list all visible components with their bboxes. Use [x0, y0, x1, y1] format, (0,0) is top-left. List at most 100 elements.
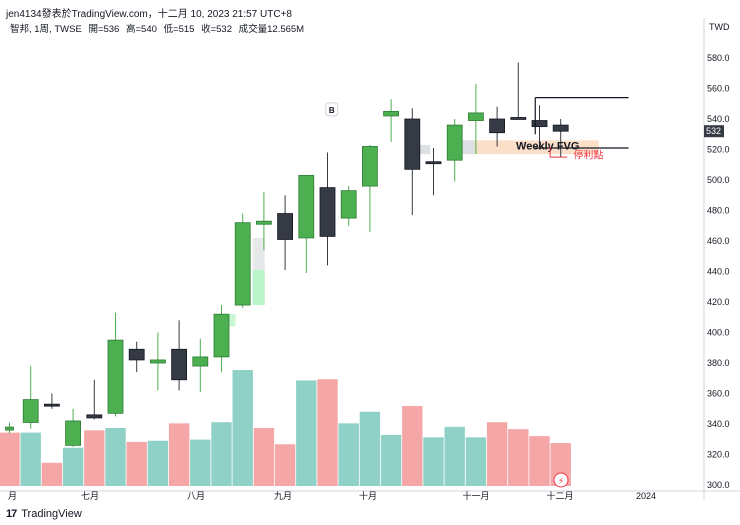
price-tick-label: 460.0 [707, 236, 730, 246]
candle-body[interactable] [531, 120, 548, 128]
take-profit-label: 停利點 [573, 149, 603, 162]
candle-body[interactable] [255, 220, 272, 225]
volume-bar [84, 430, 105, 486]
time-tick-label: 十月 [359, 490, 377, 501]
fvg-zone-gray-3 [462, 140, 475, 155]
price-tick-label: 400.0 [707, 328, 730, 338]
candle-body[interactable] [5, 426, 14, 431]
candle-body[interactable] [425, 161, 442, 165]
volume-bar [211, 422, 232, 486]
volume-bar [380, 434, 402, 486]
publish-header: jen4134發表於TradingView.com，十二月 10, 2023 2… [6, 9, 292, 20]
volume-bar [444, 426, 465, 486]
price-tick-label: 360.0 [707, 389, 730, 399]
volume-bar [274, 444, 296, 486]
price-tick-label: 560.0 [707, 84, 730, 94]
candle-body[interactable] [44, 403, 60, 407]
volume-bar [508, 429, 529, 486]
candle-body[interactable] [22, 399, 39, 423]
volume-bar [105, 428, 126, 486]
time-tick-label: 九月 [274, 491, 292, 501]
volume-bar [126, 441, 147, 486]
price-tick-label: 300.0 [707, 480, 730, 490]
volume-bar [147, 440, 169, 486]
volume-bar [338, 423, 359, 486]
volume-bar [317, 379, 338, 486]
weekly-fvg-label: Weekly FVG [516, 140, 579, 152]
last-price-tag [704, 125, 724, 138]
volume-bar [359, 411, 381, 486]
ohlc-low: 低=515 [163, 24, 195, 35]
volume-bar [529, 436, 550, 486]
tradingview-brand: TradingView [21, 508, 82, 520]
lightning-icon[interactable] [553, 472, 569, 488]
weekly-fvg-zone [461, 140, 599, 155]
candle-body[interactable] [383, 110, 400, 117]
candle-body[interactable] [298, 175, 315, 239]
time-tick-label: 十二月 [546, 490, 573, 501]
candle-body[interactable] [213, 313, 230, 358]
buy-marker-box[interactable] [325, 102, 339, 117]
price-tick-label: 520.0 [707, 145, 730, 155]
time-tick-label: 2024 [636, 491, 656, 501]
price-tick-label: 420.0 [707, 297, 730, 307]
candle-body[interactable] [510, 117, 527, 120]
candle-body[interactable] [467, 112, 484, 121]
price-tick-label: 540.0 [707, 114, 730, 124]
price-tick-label: 340.0 [707, 419, 730, 429]
fvg-zone-gray-2 [418, 144, 431, 155]
candle-body[interactable] [552, 124, 569, 132]
candle-body[interactable] [65, 420, 81, 446]
price-tick-label: 580.0 [707, 53, 730, 63]
tradingview-logo: 17 [6, 508, 17, 520]
volume-bar [296, 380, 317, 486]
price-tick-label: 440.0 [707, 267, 730, 277]
candle-body[interactable] [107, 339, 124, 414]
candle-body[interactable] [171, 348, 188, 381]
volume-bar [402, 405, 423, 486]
fvg-zone-green [252, 269, 265, 306]
candle-body[interactable] [234, 222, 251, 306]
volume-bar [168, 423, 190, 486]
volume-bar [486, 422, 508, 486]
candle-body[interactable] [340, 190, 357, 219]
ohlc-close: 收=532 [201, 24, 232, 35]
time-tick-label: 八月 [187, 491, 205, 501]
candle-body[interactable] [319, 187, 336, 237]
ohlc-open: 開=536 [88, 24, 120, 35]
volume-bar [232, 370, 253, 486]
volume-bar [0, 432, 20, 486]
volume-bar [20, 432, 41, 486]
candle-body[interactable] [128, 348, 145, 361]
volume-bar [190, 439, 211, 486]
price-tick-label: 500.0 [707, 175, 730, 185]
volume-bar [62, 447, 84, 486]
candle-body[interactable] [361, 146, 378, 187]
volume-value: 成交量12.565M [238, 24, 305, 35]
time-tick-label: 七月 [81, 491, 99, 501]
volume-bar [423, 437, 444, 486]
buy-marker-label: B [329, 106, 335, 115]
time-tick-label: 月 [8, 491, 17, 501]
candle-body[interactable] [489, 118, 506, 134]
volume-bar [465, 437, 487, 486]
lightning-icon-glyph: ⚡ [558, 476, 564, 486]
candle-body[interactable] [86, 414, 103, 419]
currency-label: TWD [709, 22, 730, 32]
price-tick-label: 320.0 [707, 450, 730, 460]
symbol-name: 智邦, 1周, TWSE [10, 24, 82, 35]
symbol-info: 智邦, 1周, TWSE 開=536 高=540 低=515 收=532 成交量… [10, 21, 308, 35]
price-tick-label: 380.0 [707, 358, 730, 368]
volume-bar [41, 462, 63, 486]
candle-body[interactable] [446, 124, 463, 161]
price-tick-label: 480.0 [707, 206, 730, 216]
candle-body[interactable] [277, 213, 294, 240]
candle-body[interactable] [149, 359, 166, 364]
candle-body[interactable] [192, 356, 209, 367]
ohlc-high: 高=540 [125, 24, 157, 35]
volume-bar [253, 428, 275, 486]
time-tick-label: 十一月 [462, 490, 489, 501]
candle-body[interactable] [404, 118, 421, 170]
last-price-label: 532 [706, 126, 721, 136]
